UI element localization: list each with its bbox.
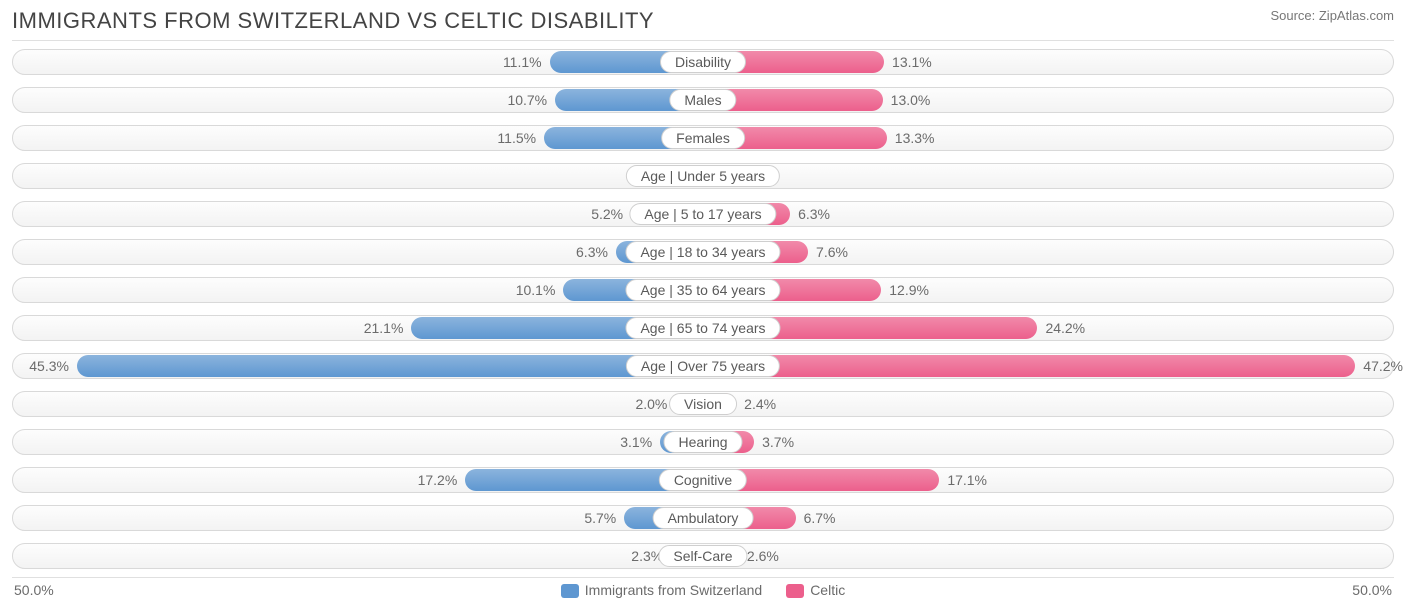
legend-label-left: Immigrants from Switzerland: [585, 582, 762, 598]
value-right: 6.3%: [798, 206, 830, 222]
chart-title: IMMIGRANTS FROM SWITZERLAND VS CELTIC DI…: [12, 8, 654, 34]
row-label: Ambulatory: [653, 507, 754, 529]
chart-row: 5.2% 6.3% Age | 5 to 17 years: [12, 197, 1394, 231]
chart-row: 2.3%2.6%Self-Care: [12, 539, 1394, 573]
row-label: Self-Care: [658, 545, 747, 567]
legend-item-right: Celtic: [786, 582, 845, 598]
chart-row: 17.2% 17.1% Cognitive: [12, 463, 1394, 497]
value-right: 6.7%: [804, 510, 836, 526]
value-right: 24.2%: [1045, 320, 1085, 336]
legend-label-right: Celtic: [810, 582, 845, 598]
chart-row: 5.7% 6.7% Ambulatory: [12, 501, 1394, 535]
row-label: Females: [661, 127, 745, 149]
value-left: 17.2%: [418, 472, 458, 488]
row-label: Disability: [660, 51, 746, 73]
chart-header: IMMIGRANTS FROM SWITZERLAND VS CELTIC DI…: [12, 8, 1394, 34]
chart-row: 21.1% 24.2% Age | 65 to 74 years: [12, 311, 1394, 345]
axis-max-left: 50.0%: [14, 582, 54, 598]
row-label: Age | Under 5 years: [626, 165, 780, 187]
axis-max-right: 50.0%: [1352, 582, 1392, 598]
value-left: 11.1%: [503, 54, 542, 70]
chart-source: Source: ZipAtlas.com: [1270, 8, 1394, 23]
value-left: 45.3%: [29, 358, 69, 374]
value-left: 21.1%: [364, 320, 404, 336]
chart-row: 1.1%1.7%Age | Under 5 years: [12, 159, 1394, 193]
chart-row: 45.3%47.2%Age | Over 75 years: [12, 349, 1394, 383]
value-right: 13.1%: [892, 54, 932, 70]
value-right: 17.1%: [947, 472, 987, 488]
chart-row: 10.1% 12.9% Age | 35 to 64 years: [12, 273, 1394, 307]
row-label: Hearing: [663, 431, 742, 453]
chart-rows: 11.1% 13.1% Disability 10.7% 13.0% Males 11.5%…: [12, 40, 1394, 578]
chart-row: 11.1% 13.1% Disability: [12, 45, 1394, 79]
row-label: Age | 65 to 74 years: [625, 317, 780, 339]
value-right: 3.7%: [762, 434, 794, 450]
chart-row: 3.1% 3.7% Hearing: [12, 425, 1394, 459]
chart-row: 6.3% 7.6% Age | 18 to 34 years: [12, 235, 1394, 269]
bar-right: [703, 355, 1355, 377]
value-left: 3.1%: [620, 434, 652, 450]
legend-item-left: Immigrants from Switzerland: [561, 582, 762, 598]
value-left: 10.1%: [516, 282, 556, 298]
value-right: 12.9%: [889, 282, 929, 298]
legend: Immigrants from Switzerland Celtic: [561, 582, 845, 598]
bar-left: [77, 355, 703, 377]
chart-row: 10.7% 13.0% Males: [12, 83, 1394, 117]
row-label: Age | 18 to 34 years: [625, 241, 780, 263]
chart-row: 11.5% 13.3% Females: [12, 121, 1394, 155]
row-label: Vision: [669, 393, 737, 415]
value-left: 10.7%: [507, 92, 547, 108]
value-right: 7.6%: [816, 244, 848, 260]
value-right: 2.6%: [747, 548, 779, 564]
diverging-bar-chart: IMMIGRANTS FROM SWITZERLAND VS CELTIC DI…: [0, 0, 1406, 602]
row-label: Males: [669, 89, 736, 111]
value-left: 6.3%: [576, 244, 608, 260]
row-label: Age | 5 to 17 years: [629, 203, 776, 225]
chart-row: 2.0% 2.4% Vision: [12, 387, 1394, 421]
value-left: 5.7%: [584, 510, 616, 526]
legend-swatch-right: [786, 584, 804, 598]
value-left: 11.5%: [497, 130, 536, 146]
row-label: Age | 35 to 64 years: [625, 279, 780, 301]
row-label: Cognitive: [659, 469, 747, 491]
value-right: 13.3%: [895, 130, 935, 146]
value-left: 2.0%: [635, 396, 667, 412]
legend-swatch-left: [561, 584, 579, 598]
value-right: 47.2%: [1363, 358, 1403, 374]
axis-legend-row: 50.0% Immigrants from Switzerland Celtic…: [12, 578, 1394, 598]
value-right: 2.4%: [744, 396, 776, 412]
row-label: Age | Over 75 years: [626, 355, 780, 377]
value-left: 5.2%: [591, 206, 623, 222]
value-right: 13.0%: [891, 92, 931, 108]
